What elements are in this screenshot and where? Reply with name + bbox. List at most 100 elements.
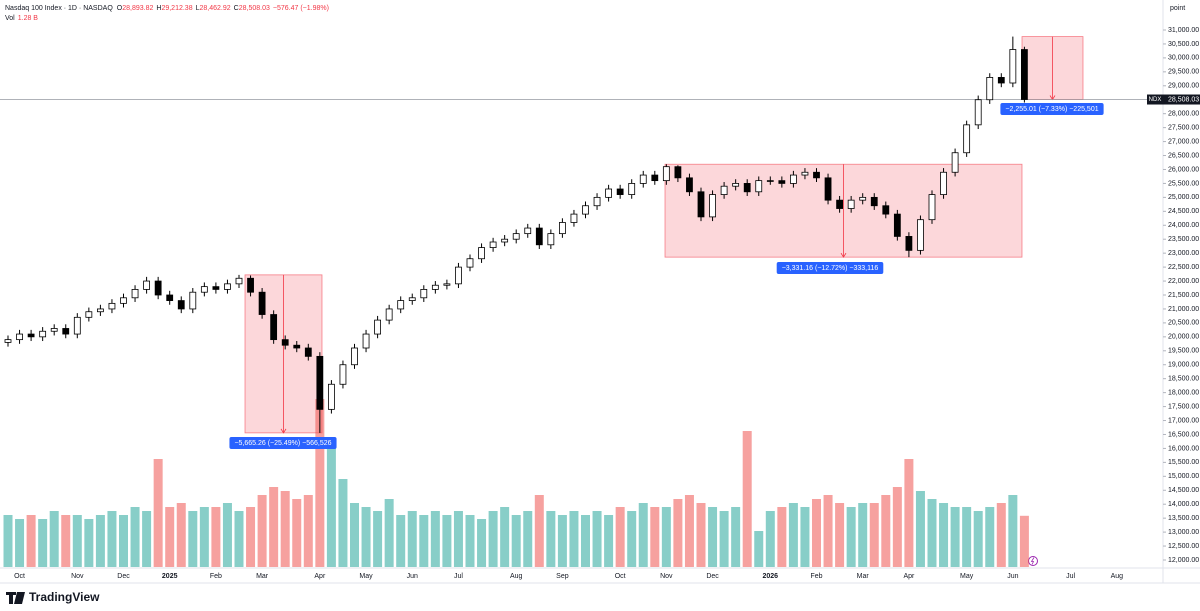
x-tick-label: Jun: [407, 573, 418, 580]
measure-label-text: −3,331.16 (−12.72%) −333,116: [782, 265, 879, 272]
measure-label-text: −5,665.26 (−25.49%) −566,526: [234, 440, 331, 447]
volume-bar: [338, 479, 348, 567]
candle-body: [304, 347, 312, 357]
volume-bar: [361, 507, 371, 567]
legend-header: Nasdaq 100 Index · 1D · NASDAQ O28,893.82…: [5, 5, 329, 12]
candle-body: [547, 233, 555, 246]
candle-body: [593, 196, 601, 207]
candle-body: [16, 333, 23, 341]
ohlc-value: 28,462.92: [200, 5, 231, 12]
y-tick-label: 20,000.00: [1168, 334, 1199, 341]
volume-bar: [569, 511, 579, 567]
volume-bar: [292, 499, 302, 567]
candle-body: [628, 183, 636, 195]
ohlc-value: 28,508.03: [239, 5, 270, 12]
x-tick-label: May: [359, 573, 373, 580]
event-icon[interactable]: [1028, 556, 1038, 566]
volume-bar: [927, 499, 937, 567]
volume-bar: [719, 511, 729, 567]
volume-bar: [119, 515, 128, 567]
candle-body: [316, 355, 324, 410]
volume-bar: [257, 495, 267, 567]
candle-body: [27, 333, 35, 338]
candle-body: [177, 300, 185, 310]
volume-bar: [1008, 495, 1018, 567]
symbol-badge-box: [1147, 94, 1163, 105]
candle-body: [212, 286, 220, 290]
volume-bar: [165, 507, 175, 567]
candle-body: [824, 177, 832, 201]
measure-arrowhead: [840, 252, 847, 258]
volume-bar: [350, 503, 359, 567]
candle-body: [443, 283, 451, 286]
candle-body: [524, 227, 532, 235]
candle-body: [709, 194, 716, 218]
volume-bar: [269, 487, 279, 567]
x-tick-label: Aug: [510, 573, 523, 580]
volume-bar: [742, 431, 752, 567]
volume-bar: [442, 515, 452, 567]
candle-body: [131, 289, 139, 299]
candle-body: [154, 280, 162, 296]
volume-bar: [696, 503, 706, 567]
ohlc-label: L: [196, 5, 200, 12]
event-icon-bolt: [1030, 557, 1035, 565]
volume-bar: [869, 503, 879, 567]
candle-body: [258, 291, 266, 315]
y-tick-label: 30,500.00: [1168, 41, 1199, 48]
y-tick-label: 26,000.00: [1168, 166, 1199, 173]
candle-body: [997, 77, 1005, 84]
volume-bar: [199, 507, 209, 567]
volume-bar: [15, 519, 25, 567]
volume-bar: [904, 459, 914, 567]
volume-bar: [777, 507, 787, 567]
candle-body: [478, 247, 485, 260]
ohlc-value: 29,212.38: [161, 5, 192, 12]
y-tick-label: 22,500.00: [1168, 264, 1199, 271]
volume-bar: [38, 519, 48, 567]
candle-body: [362, 333, 370, 349]
candle-body: [512, 233, 520, 240]
volume-bar: [61, 515, 71, 567]
volume-bar: [788, 503, 798, 567]
volume-bar: [684, 495, 694, 567]
volume-bar: [130, 507, 140, 567]
volume-bar: [604, 515, 614, 567]
volume-bar: [26, 515, 36, 567]
candle-body: [408, 297, 416, 301]
volume-bar: [915, 491, 925, 567]
volume-bar: [326, 447, 336, 567]
volume-bar: [939, 503, 949, 567]
candle-body: [605, 188, 612, 198]
x-tick-label: Nov: [660, 573, 673, 580]
volume-bar: [731, 507, 741, 567]
volume-bar: [477, 519, 487, 567]
volume-legend: Vol 1.28 B: [5, 15, 38, 22]
volume-bar: [315, 399, 325, 567]
y-tick-label: 14,500.00: [1168, 487, 1199, 494]
volume-value: 1.28 B: [18, 15, 39, 22]
y-tick-label: 29,500.00: [1168, 69, 1199, 76]
volume-bar: [557, 515, 567, 567]
plot-layer: [0, 36, 1163, 567]
candle-body: [166, 294, 174, 301]
change: −576.47 (−1.98%): [273, 5, 329, 12]
volume-bar: [407, 511, 417, 567]
measure-label-box: [776, 262, 884, 274]
volume-bar: [396, 515, 406, 567]
y-tick-label: 31,000.00: [1168, 27, 1199, 34]
logo-text[interactable]: TradingView: [29, 590, 100, 604]
y-tick-label: 18,500.00: [1168, 376, 1199, 383]
candle-body: [559, 222, 566, 235]
candle-body: [940, 171, 947, 195]
candle-body: [963, 124, 971, 154]
volume-bar: [846, 507, 856, 567]
candle-body: [143, 280, 151, 290]
volume-label: Vol: [5, 15, 15, 22]
x-tick-label: Sep: [556, 573, 569, 580]
candle-body: [108, 302, 116, 310]
volume-bar: [453, 511, 463, 567]
y-tick-label: 27,500.00: [1168, 124, 1199, 131]
volume-bar: [962, 507, 972, 567]
y-tick-label: 25,500.00: [1168, 180, 1199, 187]
